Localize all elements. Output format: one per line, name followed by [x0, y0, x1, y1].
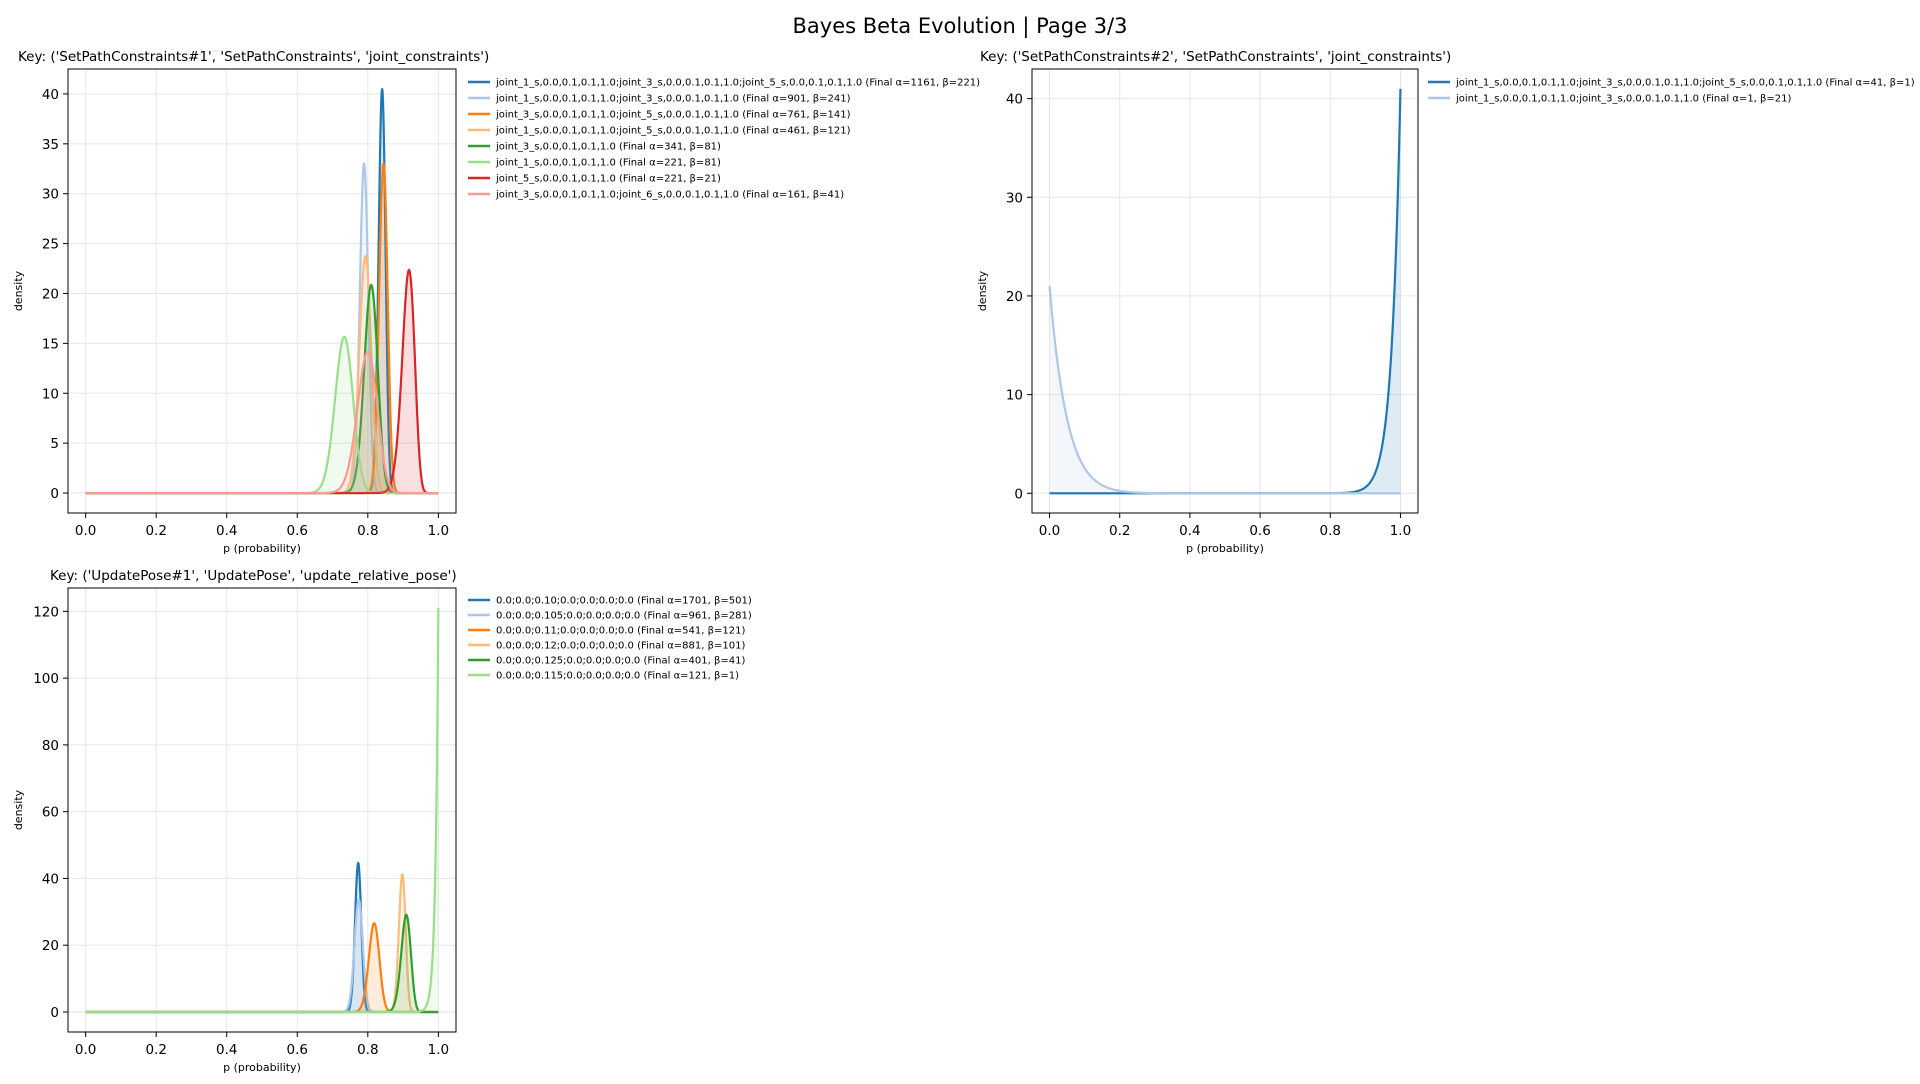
- series-line-1: [1048, 88, 1402, 495]
- x-tick-label: 0.6: [287, 1042, 308, 1058]
- page-title: Bayes Beta Evolution | Page 3/3: [792, 14, 1128, 38]
- legend-label: joint_1_s,0.0,0.1,0.1,1.0;joint_3_s,0.0,…: [495, 94, 851, 105]
- series-line-2: [84, 898, 440, 1014]
- legend-label: joint_3_s,0.0,0.1,0.1,1.0;joint_5_s,0.0,…: [495, 110, 851, 121]
- y-tick-label: 0: [50, 486, 59, 502]
- chart-title: Key: ('UpdatePose#1', 'UpdatePose', 'upd…: [50, 568, 457, 584]
- y-tick-label: 60: [42, 805, 59, 821]
- legend-label: joint_1_s,0.0,0.1,0.1,1.0;joint_3_s,0.0,…: [495, 78, 980, 89]
- legend-label: 0.0;0.0;0.11;0.0;0.0;0.0;0.0 (Final α=54…: [496, 626, 745, 637]
- x-tick-label: 0.0: [75, 523, 96, 539]
- legend-label: joint_5_s,0.0,0.1,0.1,1.0 (Final α=221, …: [495, 174, 721, 185]
- x-tick-label: 1.0: [428, 523, 449, 539]
- y-tick-label: 30: [1006, 190, 1023, 206]
- x-tick-label: 0.0: [75, 1042, 96, 1058]
- chart-title: Key: ('SetPathConstraints#2', 'SetPathCo…: [980, 49, 1451, 65]
- y-tick-label: 10: [1006, 388, 1023, 404]
- series-fill-6: [85, 608, 439, 1012]
- chart-panel-3: 0.0 0.2 0.4 0.6 0.8 1.0 0 20 40 60 80 100 120 p (prob…: [12, 568, 752, 1074]
- legend-label: 0.0;0.0;0.115;0.0;0.0;0.0;0.0 (Final α=1…: [496, 671, 739, 682]
- x-tick-label: 0.4: [216, 523, 237, 539]
- y-axis-label: density: [976, 270, 989, 311]
- x-tick-label: 0.4: [216, 1042, 237, 1058]
- series-fill-4: [85, 874, 439, 1012]
- legend-label: 0.0;0.0;0.105;0.0;0.0;0.0;0.0 (Final α=9…: [496, 611, 752, 622]
- plot-frame: [67, 68, 457, 514]
- legend-label: joint_1_s,0.0,0.1,0.1,1.0;joint_3_s,0.0,…: [1455, 78, 1915, 89]
- y-tick-label: 40: [1006, 92, 1023, 108]
- y-tick-label: 100: [33, 671, 59, 687]
- y-tick-label: 0: [1014, 486, 1023, 502]
- series-line-3: [84, 922, 440, 1014]
- legend-label: 0.0;0.0;0.10;0.0;0.0;0.0;0.0 (Final α=17…: [496, 596, 752, 607]
- y-tick-label: 0: [50, 1005, 59, 1021]
- legend-label: 0.0;0.0;0.12;0.0;0.0;0.0;0.0 (Final α=88…: [496, 641, 745, 652]
- legend-label: joint_3_s,0.0,0.1,0.1,1.0;joint_6_s,0.0,…: [495, 190, 844, 201]
- series-fill-2: [1049, 286, 1401, 494]
- x-tick-label: 0.6: [1249, 523, 1270, 539]
- legend-label: joint_1_s,0.0,0.1,0.1,1.0 (Final α=221, …: [495, 158, 721, 169]
- x-tick-label: 0.8: [1320, 523, 1341, 539]
- series-line-2: [1048, 285, 1402, 495]
- series-fill-2: [85, 163, 439, 494]
- y-tick-label: 40: [42, 87, 59, 103]
- y-axis-label: density: [12, 270, 25, 311]
- series-fill-7: [85, 269, 439, 494]
- legend-label: joint_1_s,0.0,0.1,0.1,1.0;joint_5_s,0.0,…: [495, 126, 851, 137]
- y-axis-label: density: [12, 789, 25, 830]
- y-tick-label: 10: [42, 386, 59, 402]
- y-tick-label: 5: [50, 436, 59, 452]
- x-axis-label: p (probability): [223, 542, 301, 555]
- legend-label: joint_3_s,0.0,0.1,0.1,1.0 (Final α=341, …: [495, 142, 721, 153]
- series-fill-5: [85, 285, 439, 494]
- y-tick-label: 35: [42, 137, 59, 153]
- y-tick-label: 20: [42, 938, 59, 954]
- series-fill-3: [85, 923, 439, 1012]
- x-tick-label: 0.2: [1109, 523, 1130, 539]
- x-tick-label: 1.0: [428, 1042, 449, 1058]
- y-tick-label: 120: [33, 604, 59, 620]
- series-fill-5: [85, 914, 439, 1012]
- plot-frame: [1031, 68, 1419, 514]
- series-line-8: [84, 350, 440, 495]
- series-fill-4: [85, 256, 439, 494]
- series-fill-1: [1049, 88, 1401, 494]
- series-line-6: [84, 608, 440, 1014]
- x-tick-label: 0.2: [145, 523, 166, 539]
- x-tick-label: 1.0: [1390, 523, 1411, 539]
- x-tick-label: 0.0: [1039, 523, 1060, 539]
- x-axis-label: p (probability): [223, 1061, 301, 1074]
- y-tick-label: 20: [42, 286, 59, 302]
- x-tick-label: 0.4: [1179, 523, 1200, 539]
- series-line-4: [84, 873, 440, 1014]
- series-line-5: [84, 913, 440, 1014]
- x-tick-label: 0.2: [145, 1042, 166, 1058]
- x-axis-label: p (probability): [1186, 542, 1264, 555]
- series-line-1: [84, 861, 440, 1014]
- plot-frame: [67, 587, 457, 1033]
- y-tick-label: 20: [1006, 289, 1023, 305]
- y-tick-label: 80: [42, 738, 59, 754]
- legend-label: joint_1_s,0.0,0.1,0.1,1.0;joint_3_s,0.0,…: [1455, 94, 1792, 105]
- legend: joint_1_s,0.0,0.1,0.1,1.0;joint_3_s,0.0,…: [1428, 78, 1915, 105]
- chart-title: Key: ('SetPathConstraints#1', 'SetPathCo…: [18, 49, 489, 65]
- x-tick-label: 0.8: [357, 1042, 378, 1058]
- x-tick-label: 0.8: [357, 523, 378, 539]
- chart-panel-2: 0.0 0.2 0.4 0.6 0.8 1.0 0 10 20 30 40 p (probabilit…: [976, 49, 1915, 555]
- series-fill-2: [85, 899, 439, 1012]
- legend: 0.0;0.0;0.10;0.0;0.0;0.0;0.0 (Final α=17…: [468, 596, 752, 682]
- legend: joint_1_s,0.0,0.1,0.1,1.0;joint_3_s,0.0,…: [468, 78, 980, 201]
- y-tick-label: 25: [42, 237, 59, 253]
- y-tick-label: 15: [42, 336, 59, 352]
- chart-panel-1: 0.0 0.2 0.4 0.6 0.8 1.0 0 5 10 15 20 25 30 35 40 p (pro…: [12, 49, 980, 555]
- x-tick-label: 0.6: [287, 523, 308, 539]
- series-fill-1: [85, 862, 439, 1012]
- legend-label: 0.0;0.0;0.125;0.0;0.0;0.0;0.0 (Final α=4…: [496, 656, 745, 667]
- series-fill-8: [85, 351, 439, 494]
- y-tick-label: 40: [42, 871, 59, 887]
- y-tick-label: 30: [42, 187, 59, 203]
